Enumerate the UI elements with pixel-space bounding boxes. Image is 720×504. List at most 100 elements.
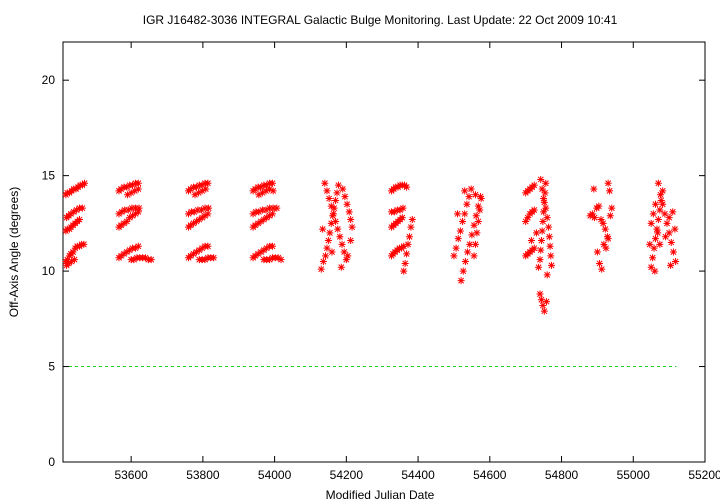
data-point: [595, 202, 603, 210]
data-point: [190, 219, 198, 227]
data-point: [652, 200, 660, 208]
data-point: [120, 219, 128, 227]
data-point: [128, 204, 136, 212]
data-point: [147, 256, 155, 264]
data-point: [662, 233, 670, 241]
data-point: [530, 181, 538, 189]
x-tick-label: 54000: [258, 468, 292, 482]
data-point: [277, 256, 285, 264]
data-point: [338, 240, 346, 248]
data-point: [131, 204, 139, 212]
data-point: [593, 248, 601, 256]
y-tick-label: 10: [42, 264, 56, 278]
data-point: [542, 179, 550, 187]
data-point: [656, 206, 664, 214]
y-tick-label: 20: [42, 73, 56, 87]
data-point: [204, 242, 212, 250]
data-point: [329, 212, 337, 220]
data-point: [131, 210, 139, 218]
data-point: [646, 240, 654, 248]
data-point: [604, 179, 612, 187]
data-point: [450, 252, 458, 260]
data-point: [536, 256, 544, 264]
data-point: [187, 252, 195, 260]
data-point: [323, 244, 331, 252]
data-point: [652, 235, 660, 243]
data-point: [524, 214, 532, 222]
data-point: [257, 248, 265, 256]
data-point: [324, 237, 332, 245]
data-point: [539, 301, 547, 309]
data-point: [454, 235, 462, 243]
data-point: [537, 237, 545, 245]
data-point: [671, 225, 679, 233]
data-point: [657, 196, 665, 204]
data-point: [194, 206, 202, 214]
data-point: [198, 244, 206, 252]
data-point: [126, 246, 134, 254]
data-point: [123, 248, 131, 256]
data-point: [537, 296, 545, 304]
data-point: [123, 217, 131, 225]
data-point: [273, 204, 281, 212]
plot-border: [62, 41, 706, 463]
data-point: [333, 189, 341, 197]
data-point: [665, 214, 673, 222]
data-point: [204, 210, 212, 218]
data-point: [190, 250, 198, 258]
data-point: [124, 206, 132, 214]
data-point: [197, 206, 205, 214]
data-point: [327, 219, 335, 227]
data-point: [334, 225, 342, 233]
data-point: [540, 198, 548, 206]
data-point: [407, 223, 415, 231]
data-point: [472, 212, 480, 220]
data-point: [456, 227, 464, 235]
data-point: [201, 212, 209, 220]
data-point: [535, 263, 543, 271]
data-point: [654, 216, 662, 224]
data-point: [255, 191, 263, 199]
data-point: [600, 240, 608, 248]
data-point: [129, 212, 137, 220]
data-point: [258, 206, 266, 214]
data-point: [465, 193, 473, 201]
data-point: [538, 227, 546, 235]
data-point: [603, 233, 611, 241]
data-point: [345, 208, 353, 216]
data-point: [527, 237, 535, 245]
data-point: [254, 250, 262, 258]
data-point: [399, 204, 407, 212]
data-point: [649, 210, 657, 218]
data-point: [205, 204, 213, 212]
data-point: [588, 210, 596, 218]
data-point: [530, 244, 538, 252]
data-point: [596, 259, 604, 267]
data-point: [470, 252, 478, 260]
data-point: [405, 233, 413, 241]
data-point: [263, 181, 271, 189]
data-point: [403, 183, 411, 191]
data-point: [545, 233, 553, 241]
data-point: [598, 265, 606, 273]
data-point: [604, 235, 612, 243]
data-point: [476, 206, 484, 214]
data-point: [546, 242, 554, 250]
data-point: [608, 204, 616, 212]
data-point: [347, 237, 355, 245]
data-point: [467, 185, 475, 193]
data-point: [459, 267, 467, 275]
data-point: [131, 244, 139, 252]
data-point: [657, 191, 665, 199]
data-point: [201, 204, 209, 212]
data-point: [540, 307, 548, 315]
data-point: [117, 185, 125, 193]
data-point: [198, 214, 206, 222]
data-point: [401, 259, 409, 267]
data-point: [470, 221, 478, 229]
x-axis-label: Modified Julian Date: [326, 488, 435, 502]
data-point: [654, 229, 662, 237]
data-point: [672, 258, 680, 266]
data-point: [187, 221, 195, 229]
